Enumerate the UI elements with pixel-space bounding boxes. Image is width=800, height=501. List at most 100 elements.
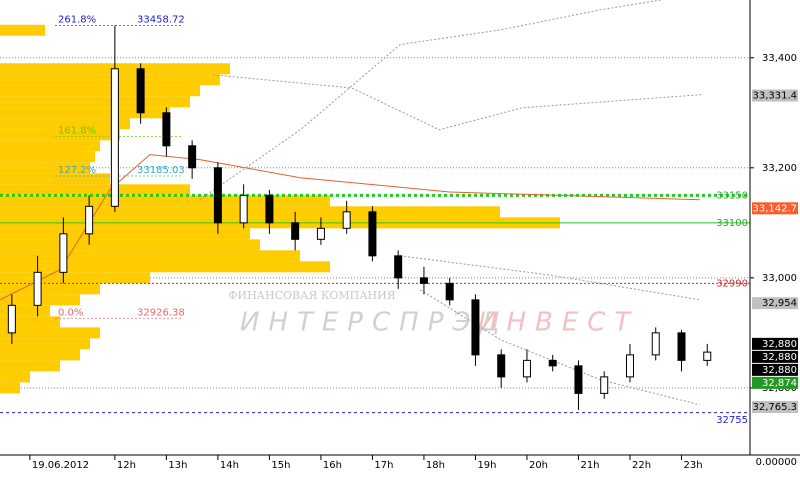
candle-body bbox=[33, 271, 42, 306]
candle-body bbox=[213, 167, 222, 224]
profile-bar bbox=[0, 272, 150, 284]
candle-body bbox=[574, 365, 583, 394]
price-tag-label: 32,874 bbox=[762, 378, 797, 389]
price-tag bbox=[752, 202, 798, 215]
fib-price: 33458.72 bbox=[137, 14, 185, 25]
profile-bar bbox=[0, 96, 190, 108]
profile-bar bbox=[0, 283, 100, 295]
watermark-company: ФИНАНСОВАЯ КОМПАНИЯ bbox=[228, 289, 395, 302]
candle-body bbox=[600, 376, 609, 394]
x-tick-label: 16h bbox=[323, 460, 342, 471]
candle-body bbox=[136, 68, 145, 114]
candle-body bbox=[342, 211, 351, 229]
fib-pct: 0.0% bbox=[58, 307, 83, 318]
profile-bar bbox=[0, 195, 330, 207]
price-tag-label: 32755 bbox=[716, 415, 748, 426]
x-tick-label: 18h bbox=[426, 460, 445, 471]
profile-bar bbox=[0, 349, 80, 361]
candle-body bbox=[651, 332, 660, 356]
profile-bar bbox=[0, 140, 100, 152]
price-tag-label: 33100 bbox=[716, 218, 748, 229]
candle-body bbox=[368, 211, 377, 257]
x-tick-label: 21h bbox=[580, 460, 599, 471]
candle-body bbox=[419, 277, 428, 284]
profile-bar bbox=[0, 316, 60, 328]
candle-body bbox=[703, 351, 712, 361]
candle-body bbox=[188, 145, 197, 169]
candle-body bbox=[85, 205, 94, 235]
x-tick-label: 19h bbox=[477, 460, 496, 471]
price-tag bbox=[752, 297, 798, 310]
price-tag-label: 33150 bbox=[716, 190, 748, 201]
candle-body bbox=[394, 255, 403, 279]
profile-bar bbox=[0, 305, 50, 317]
profile-bar bbox=[0, 228, 250, 240]
price-tag bbox=[752, 89, 798, 102]
price-tag-label: 33,331.4 bbox=[752, 91, 797, 102]
profile-bar bbox=[0, 24, 45, 36]
x-tick-label: 23h bbox=[683, 460, 702, 471]
x-tick-label: 17h bbox=[374, 460, 393, 471]
indicator-line bbox=[420, 289, 701, 406]
candle-body bbox=[471, 299, 480, 356]
candle-body bbox=[445, 282, 454, 301]
y-tick-label: 33,400 bbox=[762, 53, 797, 64]
price-tag bbox=[752, 337, 798, 350]
price-tag-label: 32990 bbox=[716, 278, 748, 289]
x-tick-label: 19.06.2012 bbox=[32, 460, 89, 471]
x-tick-label: 13h bbox=[168, 460, 187, 471]
x-tick-label: 12h bbox=[117, 460, 136, 471]
profile-bar bbox=[0, 129, 120, 141]
indicator-line bbox=[0, 154, 701, 301]
x-tick-label: 14h bbox=[220, 460, 239, 471]
candle-body bbox=[239, 194, 248, 224]
candle-body bbox=[162, 112, 171, 147]
watermark-name: ИНТЕРСПРЭД bbox=[240, 308, 509, 338]
candle-body bbox=[59, 233, 68, 273]
plot: 261.8% 33458.72 161.8% 127.2% 33185.03 0.0% 32… bbox=[0, 0, 750, 414]
profile-bar bbox=[0, 371, 30, 383]
price-tag bbox=[752, 376, 798, 389]
x-tick-label: 15h bbox=[271, 460, 290, 471]
price-tag-label: 32,765.3 bbox=[752, 402, 797, 413]
price-tag-label: 32,880 bbox=[762, 365, 797, 376]
price-tag-label: 32,880 bbox=[762, 339, 797, 350]
price-tag bbox=[752, 363, 798, 376]
fib-pct: 127.2% bbox=[58, 165, 96, 176]
candle-body bbox=[265, 194, 274, 224]
fib-pct: 261.8% bbox=[58, 14, 96, 25]
candle-body bbox=[548, 359, 557, 367]
candle-body bbox=[522, 359, 531, 378]
candle-body bbox=[291, 222, 300, 240]
price-tag bbox=[752, 400, 798, 413]
price-tag-label: 32,954 bbox=[762, 298, 797, 309]
profile-bar bbox=[0, 184, 190, 196]
profile-bar bbox=[0, 118, 130, 130]
profile-bar bbox=[0, 85, 200, 97]
candle-body bbox=[497, 354, 506, 378]
fib-price: 33185.03 bbox=[137, 165, 185, 176]
y-tick-label: 33,000 bbox=[762, 273, 797, 284]
profile-bar bbox=[0, 107, 170, 119]
candle-body bbox=[110, 68, 119, 207]
indicator-value: 0.00000 bbox=[756, 457, 797, 468]
candle-body bbox=[7, 304, 16, 334]
profile-bar bbox=[0, 327, 100, 339]
indicator-line bbox=[400, 255, 701, 301]
watermark: ФИНАНСОВАЯ КОМПАНИЯ ИНТЕРСПРЭД ИНВЕСТ bbox=[228, 289, 639, 338]
fib-pct: 161.8% bbox=[58, 125, 96, 136]
profile-bar bbox=[0, 162, 90, 174]
price-tag-label: 33,142.7 bbox=[752, 203, 797, 214]
profile-bar bbox=[0, 338, 90, 350]
profile-bar bbox=[0, 360, 60, 372]
x-tick-label: 20h bbox=[529, 460, 548, 471]
watermark-name: ИНВЕСТ bbox=[478, 308, 639, 338]
fib-price: 32926.38 bbox=[137, 307, 185, 318]
x-tick-label: 22h bbox=[632, 460, 651, 471]
profile-bar bbox=[0, 382, 20, 394]
profile-bar bbox=[0, 261, 330, 273]
profile-bar bbox=[0, 250, 300, 262]
price-tag-label: 32,880 bbox=[762, 352, 797, 363]
profile-bar bbox=[0, 151, 95, 163]
